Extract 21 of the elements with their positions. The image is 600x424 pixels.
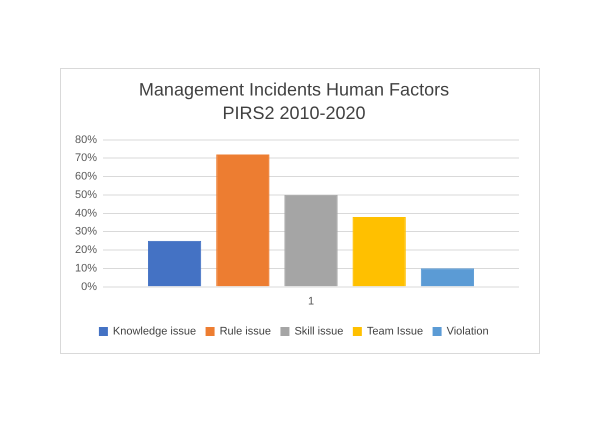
x-tick-label: 1 — [308, 295, 314, 308]
legend-label: Rule issue — [220, 326, 271, 338]
y-tick-label: 70% — [74, 152, 98, 164]
legend-label: Violation — [446, 326, 489, 338]
legend-label: Skill issue — [294, 326, 344, 338]
y-tick-label: 60% — [74, 170, 98, 183]
y-tick-label: 20% — [74, 244, 98, 256]
bar — [284, 194, 338, 286]
y-tick-label: 30% — [74, 226, 98, 238]
legend-label: Knowledge issue — [112, 326, 196, 338]
y-tick-label: 40% — [74, 207, 98, 220]
bar — [420, 268, 474, 286]
legend-label: Team Issue — [366, 326, 424, 338]
y-tick-label: 0% — [81, 280, 98, 293]
y-tick-label: 10% — [74, 262, 98, 274]
y-tick-label: 50% — [74, 188, 98, 201]
y-tick-label: 80% — [74, 134, 98, 146]
bar — [352, 216, 406, 286]
chart-title: Management Incidents Human Factors PIRS2 2010-2020 — [138, 80, 450, 124]
bar — [148, 240, 202, 286]
bar — [216, 154, 270, 286]
